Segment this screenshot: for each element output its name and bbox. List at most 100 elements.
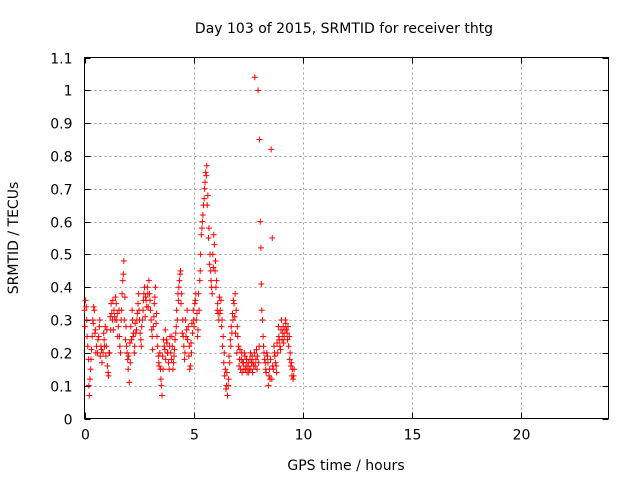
data-point [97, 353, 104, 360]
data-point [238, 356, 245, 363]
data-point [115, 307, 122, 314]
data-point [135, 290, 142, 297]
data-point [236, 346, 243, 353]
data-point [156, 362, 163, 369]
data-point [120, 257, 127, 264]
data-point [157, 376, 164, 383]
data-point [86, 392, 93, 399]
data-point [145, 277, 152, 284]
y-tick-label: 0.8 [50, 150, 72, 166]
data-point [219, 317, 226, 324]
data-points [81, 74, 298, 399]
data-point [153, 333, 160, 340]
data-point [120, 271, 127, 278]
y-tick-label: 0.9 [50, 117, 72, 133]
data-point [86, 376, 93, 383]
data-point [226, 353, 233, 360]
data-point [154, 343, 161, 350]
y-tick-label: 0.6 [50, 216, 72, 232]
data-point [287, 349, 294, 356]
data-point [84, 343, 91, 350]
data-point [274, 349, 281, 356]
data-point [125, 366, 132, 373]
data-point [208, 277, 215, 284]
data-point [259, 317, 266, 324]
data-point [173, 307, 180, 314]
data-point [246, 356, 253, 363]
data-point [156, 349, 163, 356]
data-point [276, 343, 283, 350]
data-point [253, 346, 260, 353]
data-point [102, 323, 109, 330]
data-point [222, 366, 229, 373]
data-point [185, 323, 192, 330]
data-point [242, 366, 249, 373]
data-point [158, 382, 165, 389]
data-point [240, 359, 247, 366]
data-point [201, 195, 208, 202]
data-point [233, 349, 240, 356]
data-point [244, 362, 251, 369]
data-point [260, 333, 267, 340]
data-point [190, 307, 197, 314]
data-point [160, 336, 167, 343]
data-point [204, 202, 211, 209]
data-point [81, 323, 88, 330]
data-point [138, 323, 145, 330]
grid [84, 57, 609, 419]
data-point [284, 336, 291, 343]
data-point [197, 251, 204, 258]
data-point [258, 280, 265, 287]
data-point [284, 330, 291, 337]
data-point [285, 343, 292, 350]
data-point [219, 343, 226, 350]
data-point [193, 317, 200, 324]
data-point [151, 294, 158, 301]
data-point [162, 326, 169, 333]
data-point [187, 362, 194, 369]
y-tick-label: 0.5 [50, 248, 72, 264]
data-point [182, 317, 189, 324]
data-point [186, 366, 193, 373]
data-point [180, 333, 187, 340]
data-point [185, 353, 192, 360]
y-axis-label: SRMTID / TECUs [6, 182, 22, 295]
data-point [147, 307, 154, 314]
data-point [151, 300, 158, 307]
data-point [220, 359, 227, 366]
data-point [290, 376, 297, 383]
data-point [113, 300, 120, 307]
data-point [92, 349, 99, 356]
data-point [277, 346, 284, 353]
data-point [232, 290, 239, 297]
data-point [175, 297, 182, 304]
data-point [123, 343, 130, 350]
data-point [189, 330, 196, 337]
data-point [235, 343, 242, 350]
data-point [162, 356, 169, 363]
data-point [157, 366, 164, 373]
x-tick-label: 0 [81, 428, 90, 444]
data-point [85, 356, 92, 363]
data-point [267, 356, 274, 363]
data-point [119, 290, 126, 297]
data-point [171, 353, 178, 360]
data-point [126, 379, 133, 386]
data-point [231, 313, 238, 320]
data-point [117, 349, 124, 356]
data-point [164, 340, 171, 347]
data-point [265, 372, 272, 379]
data-point [83, 303, 90, 310]
data-point [174, 290, 181, 297]
data-point [89, 333, 96, 340]
data-point [255, 87, 262, 94]
data-point [272, 359, 279, 366]
data-point [84, 333, 91, 340]
data-point [228, 323, 235, 330]
data-point [271, 343, 278, 350]
x-tick-label: 10 [295, 428, 313, 444]
data-point [159, 353, 166, 360]
data-point [222, 385, 229, 392]
chart-title: Day 103 of 2015, SRMTID for receiver tht… [195, 21, 493, 37]
data-point [214, 300, 221, 307]
